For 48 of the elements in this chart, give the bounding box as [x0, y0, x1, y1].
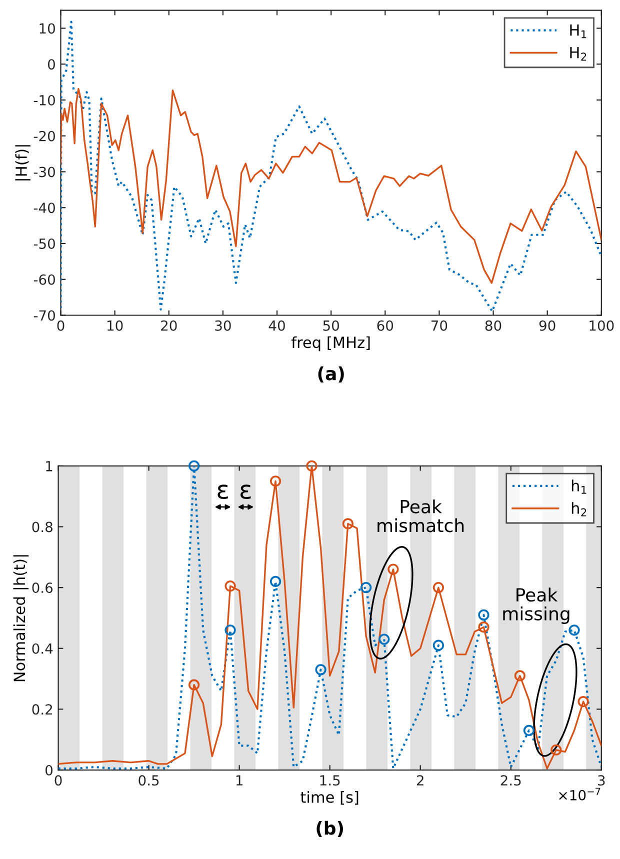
x-tick-label: 20 — [161, 320, 177, 331]
x-tick-label: 40 — [268, 320, 285, 331]
y-tick-label: 0.6 — [32, 582, 53, 594]
x-tick-label: 1 — [236, 775, 242, 786]
x-tick-label: 10 — [108, 320, 123, 331]
x-tick-label: 60 — [377, 320, 394, 331]
text: (a) — [318, 366, 344, 382]
y-axis-title: |H(f)| — [15, 145, 30, 180]
y-tick-label: 0 — [48, 59, 55, 70]
y-tick-label: 1 — [46, 461, 52, 472]
y-tick-label: -10 — [34, 94, 55, 106]
x-tick-label: 2 — [416, 775, 424, 786]
text: ×10$^{−7}$ — [559, 788, 600, 800]
x-tick-label: 80 — [485, 320, 502, 331]
x-tick-label: 0 — [57, 320, 64, 331]
x-axis-title: time [s] — [300, 791, 358, 805]
y-tick-label: -50 — [34, 238, 55, 249]
y-tick-label: -20 — [34, 130, 55, 142]
y-tick-label: 0.2 — [32, 704, 52, 715]
annotation: Peak mismatch — [378, 499, 464, 532]
legend-label: h$_{1}$ — [572, 480, 586, 494]
x-tick-label: 2.5 — [500, 775, 521, 786]
y-tick-label: 0.4 — [32, 643, 53, 654]
annotation: ε — [218, 484, 228, 500]
legend-label: H$_{2}$ — [570, 46, 586, 61]
y-axis-title: Normalized |h(t)| — [13, 555, 29, 682]
x-tick-label: 70 — [432, 320, 448, 331]
y-tick-label: -30 — [34, 166, 55, 178]
legend-label: H$_{1}$ — [570, 24, 586, 38]
x-tick-label: 0 — [54, 775, 62, 786]
x-tick-label: 90 — [539, 320, 556, 331]
y-tick-label: -40 — [34, 202, 55, 214]
y-tick-label: 0.8 — [32, 522, 52, 532]
text: (b) — [316, 820, 344, 838]
legend-label: h$_{2}$ — [572, 502, 586, 516]
y-tick-label: -60 — [34, 274, 55, 285]
x-tick-label: 30 — [215, 320, 231, 331]
x-tick-label: 50 — [323, 320, 339, 331]
x-tick-label: 0.5 — [138, 775, 159, 786]
x-tick-label: 3 — [598, 775, 605, 786]
annotation: ε — [240, 484, 251, 500]
x-tick-label: 1.5 — [320, 775, 340, 786]
x-tick-label: 100 — [590, 320, 614, 331]
y-tick-label: 0 — [46, 764, 52, 776]
annotation: Peak missing — [503, 588, 570, 624]
y-tick-label: 10 — [40, 23, 55, 34]
x-axis-title: freq [MHz] — [291, 336, 370, 352]
y-tick-label: -70 — [34, 310, 55, 321]
